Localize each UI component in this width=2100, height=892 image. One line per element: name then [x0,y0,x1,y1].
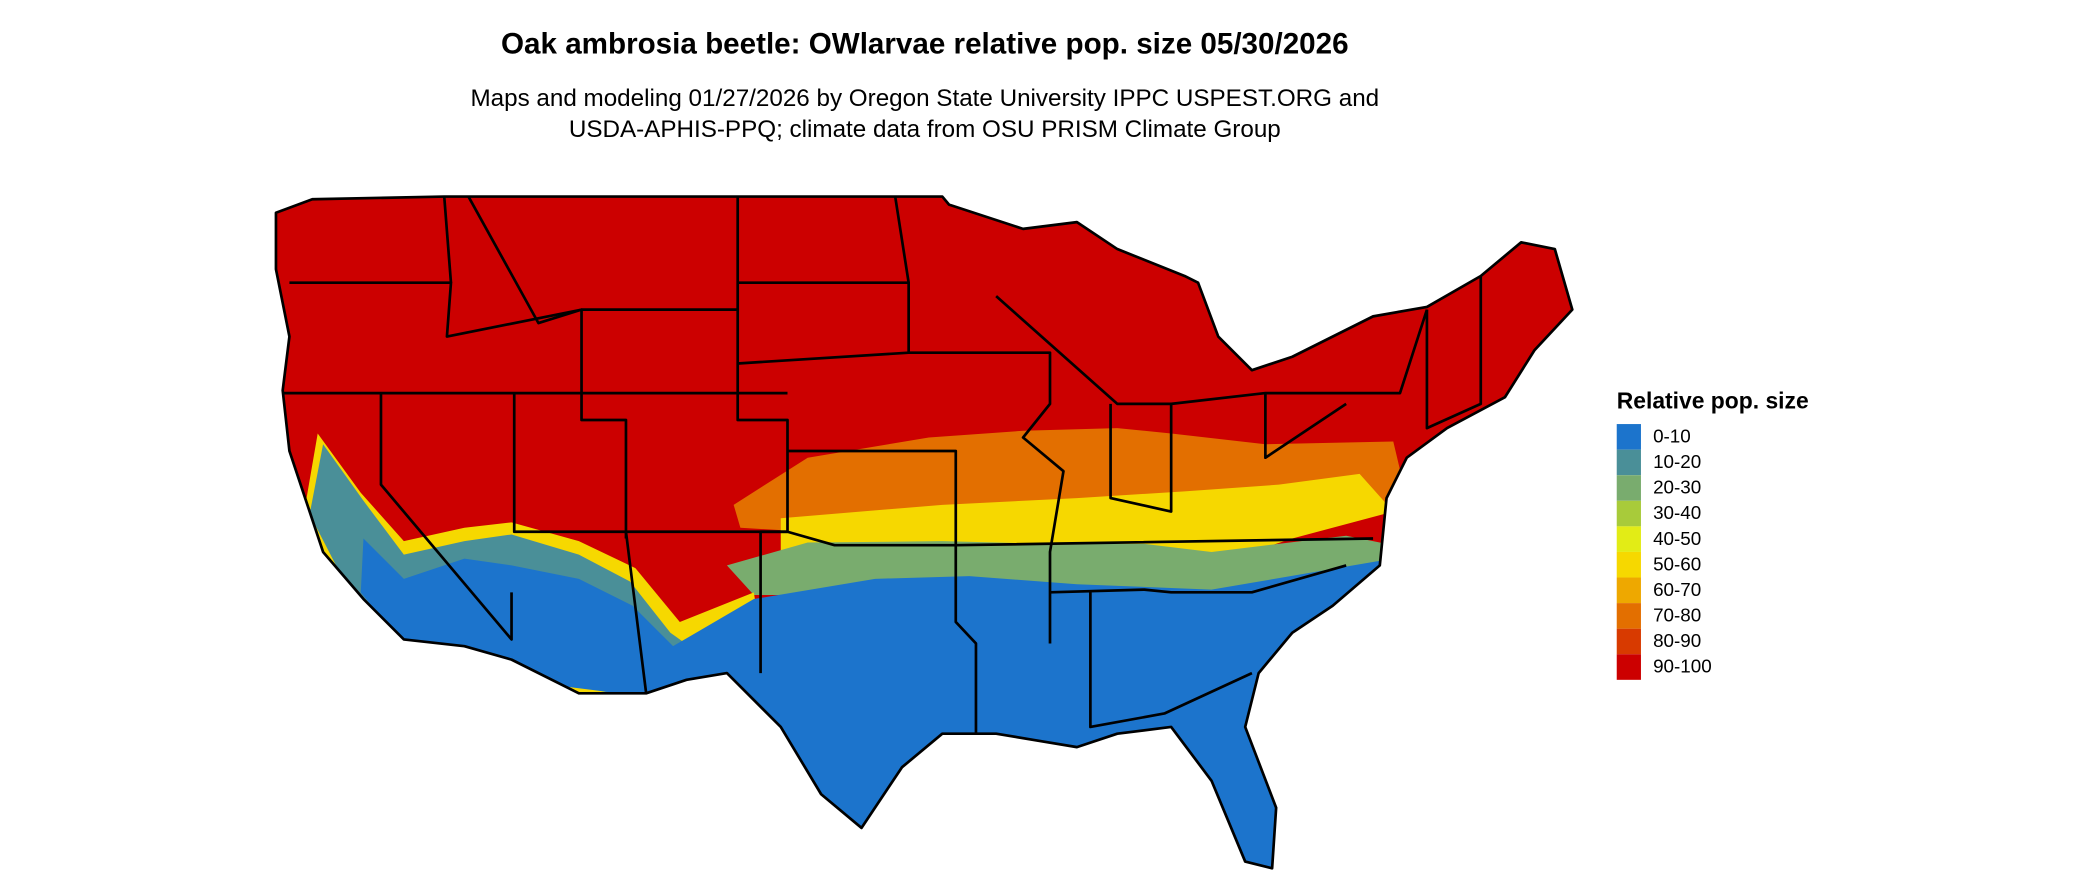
map-title: Oak ambrosia beetle: OWlarvae relative p… [501,28,1349,61]
legend-swatch [1616,424,1641,450]
state-boundaries [274,195,1574,870]
legend-label: 40-50 [1653,528,1701,549]
legend-label: 50-60 [1653,553,1701,574]
legend-swatch [1616,577,1641,604]
subtitle-line: USDA-APHIS-PPQ; climate data from OSU PR… [569,116,1281,143]
legend-swatch [1616,654,1641,680]
legend-title: Relative pop. size [1617,388,1809,414]
legend-label: 90-100 [1653,656,1712,677]
legend-label: 60-70 [1653,579,1701,600]
legend-label: 0-10 [1653,426,1691,447]
legend-swatch [1616,551,1641,578]
legend-label: 70-80 [1653,605,1701,626]
legend-swatch [1616,526,1641,552]
legend-swatch [1616,500,1641,527]
legend-swatch [1616,628,1641,655]
legend-swatch [1616,475,1641,501]
legend: Relative pop. size 0-10 10-20 20-30 30-40 40… [1616,388,1809,680]
legend-label: 20-30 [1653,477,1701,498]
legend-label: 10-20 [1653,451,1701,472]
legend-label: 30-40 [1653,502,1701,523]
subtitle-line: Maps and modeling 01/27/2026 by Oregon S… [470,85,1379,112]
legend-label: 80-90 [1653,630,1701,651]
legend-swatch [1616,603,1641,629]
us-map [275,196,1573,869]
legend-swatch [1616,449,1641,476]
